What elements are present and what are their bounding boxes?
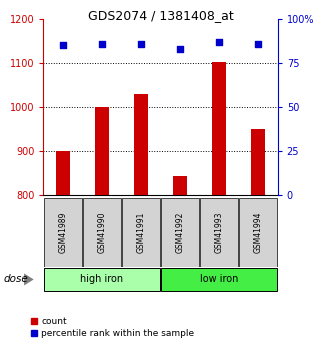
Text: GSM41990: GSM41990 (97, 211, 107, 253)
Bar (239, 198, 277, 267)
Bar (122, 198, 160, 267)
Text: GSM41991: GSM41991 (136, 211, 145, 253)
Point (99, 41, 104, 46)
Text: GSM41992: GSM41992 (176, 211, 185, 253)
Bar (212, 62, 226, 195)
Point (178, 46, 183, 52)
Text: GSM41994: GSM41994 (254, 211, 263, 253)
Text: GSM41989: GSM41989 (58, 211, 67, 253)
Polygon shape (24, 273, 34, 286)
Text: GDS2074 / 1381408_at: GDS2074 / 1381408_at (88, 9, 233, 22)
Point (256, 41, 261, 46)
Text: high iron: high iron (80, 275, 124, 284)
Point (216, 39, 221, 45)
Point (138, 41, 143, 46)
Bar (251, 129, 265, 195)
Bar (173, 176, 187, 195)
Bar (95, 107, 109, 195)
Text: GSM41993: GSM41993 (214, 211, 224, 253)
Bar (44, 268, 160, 291)
Text: low iron: low iron (200, 275, 238, 284)
Bar (83, 198, 121, 267)
Text: dose: dose (3, 275, 28, 284)
Bar (134, 94, 148, 195)
Bar (44, 198, 82, 267)
Bar (200, 198, 238, 267)
Bar (161, 198, 199, 267)
Point (60, 42, 65, 48)
Bar (56, 151, 70, 195)
Legend: count, percentile rank within the sample: count, percentile rank within the sample (30, 317, 194, 338)
Bar (161, 268, 277, 291)
